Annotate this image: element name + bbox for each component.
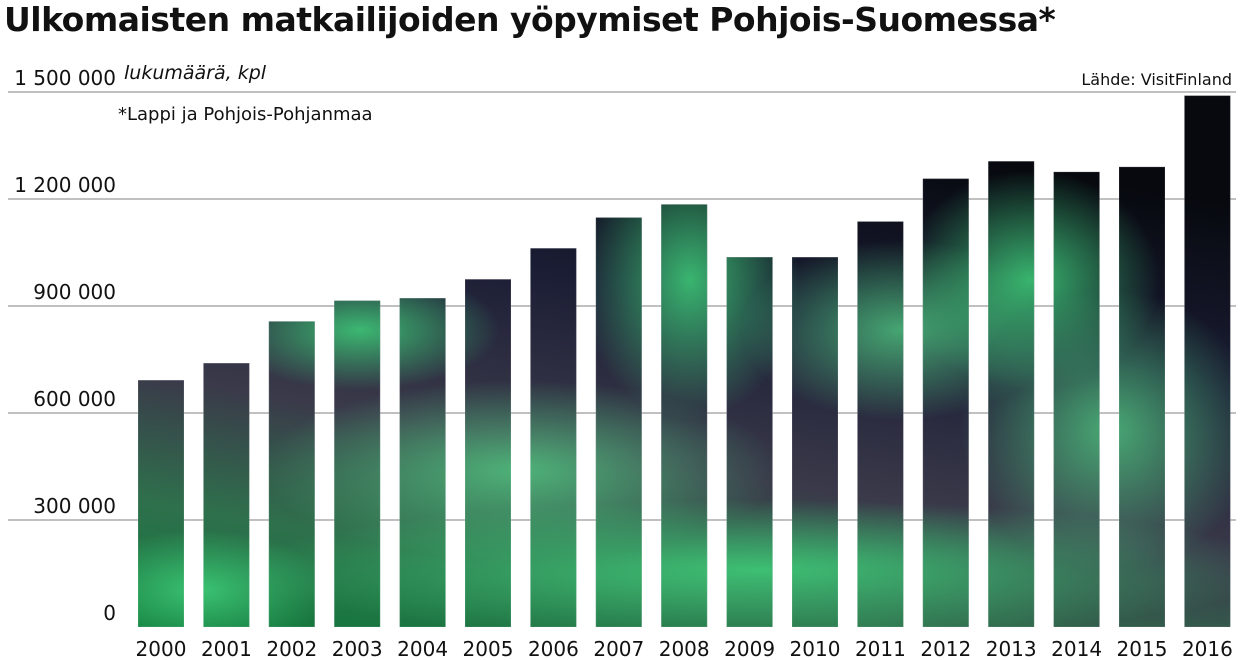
y-tick-label: 0: [103, 601, 116, 625]
x-tick-label: 2001: [201, 637, 252, 660]
bar-2008: [660, 203, 708, 628]
bar-2004: [399, 297, 447, 628]
bar-2005: [464, 278, 512, 628]
x-tick-label: 2006: [528, 637, 579, 660]
x-tick-label: 2002: [266, 637, 317, 660]
y-tick-label: 300 000: [33, 494, 116, 518]
x-tick-label: 2005: [463, 637, 514, 660]
bar-2015: [1118, 166, 1166, 628]
bar-2002: [268, 320, 316, 628]
x-axis-ticks: 2000 2001 2002 2003 2004 2005 2006 2007 2008 2009…: [136, 637, 1233, 660]
bar-2010: [791, 256, 839, 628]
y-tick-label: 1 200 000: [14, 173, 116, 197]
x-tick-label: 2007: [593, 637, 644, 660]
bar-2003: [333, 300, 381, 628]
bar-2009: [726, 256, 774, 628]
x-tick-label: 2012: [920, 637, 971, 660]
x-tick-label: 2015: [1117, 637, 1168, 660]
bar-2014: [1053, 171, 1101, 628]
bar-2001: [202, 362, 250, 628]
x-tick-label: 2004: [397, 637, 448, 660]
x-tick-label: 2009: [724, 637, 775, 660]
y-axis-ticks: 0 300 000 600 000 900 000 1 200 000 1 500 000: [14, 66, 116, 625]
y-tick-label: 600 000: [33, 387, 116, 411]
y-tick-label: 900 000: [33, 280, 116, 304]
source-label: Lähde: VisitFinland: [1081, 70, 1232, 89]
bar-2011: [856, 220, 904, 628]
x-tick-label: 2013: [986, 637, 1037, 660]
x-tick-label: 2014: [1051, 637, 1102, 660]
x-tick-label: 2016: [1182, 637, 1233, 660]
x-tick-label: 2000: [136, 637, 187, 660]
x-tick-label: 2011: [855, 637, 906, 660]
y-tick-label: 1 500 000: [14, 66, 116, 90]
bar-2016: [1183, 95, 1231, 628]
bar-2007: [595, 217, 643, 628]
bars: [137, 95, 1231, 628]
aurora-photo-fill: [138, 95, 1231, 628]
x-tick-label: 2003: [332, 637, 383, 660]
bar-2012: [922, 178, 970, 628]
unit-label: lukumäärä, kpl: [124, 62, 267, 84]
bar-2006: [529, 247, 577, 628]
chart-title: Ulkomaisten matkailijoiden yöpymiset Poh…: [4, 0, 1056, 39]
x-tick-label: 2008: [659, 637, 710, 660]
footnote: *Lappi ja Pohjois-Pohjanmaa: [118, 104, 373, 125]
bar-2013: [987, 160, 1035, 628]
bar-2000: [137, 379, 185, 628]
x-tick-label: 2010: [790, 637, 841, 660]
